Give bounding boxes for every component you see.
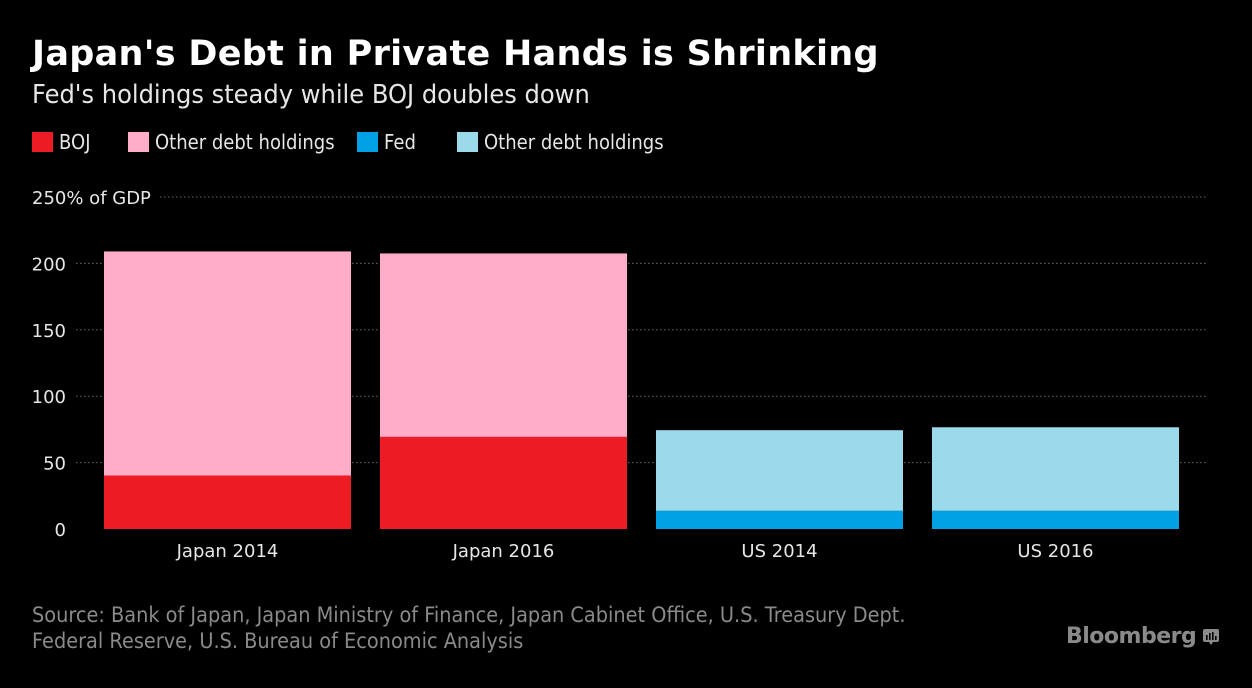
y-tick-label-100: 100 (32, 387, 66, 408)
legend-label-boj: BOJ (59, 130, 91, 154)
bar-japan-2016-boj (380, 436, 627, 529)
source-line-1: Source: Bank of Japan, Japan Ministry of… (32, 603, 906, 627)
legend-label-japan-other: Other debt holdings (155, 130, 335, 154)
x-tick-label: US 2016 (1017, 541, 1093, 562)
bar-us-2016-fed (932, 510, 1179, 529)
source-note: Source: Bank of Japan, Japan Ministry of… (32, 602, 906, 654)
bar-japan-2016-other-debt-holdings (380, 253, 627, 437)
chart-subtitle: Fed's holdings steady while BOJ doubles … (32, 80, 590, 110)
bar-us-2016-other-debt-holdings (932, 427, 1179, 511)
x-axis-labels: Japan 2014 Japan 2016 US 2014 US 2016 (176, 541, 1094, 562)
x-tick-label: US 2014 (741, 541, 817, 562)
legend-swatch-fed (356, 132, 378, 152)
legend-item-fed: Fed (356, 130, 419, 154)
legend-item-japan-other: Other debt holdings (128, 130, 355, 154)
legend-item-us-other: Other debt holdings (457, 130, 684, 154)
bar-us-2014-other-debt-holdings (656, 430, 903, 511)
y-axis-labels: 0 50 100 150 200 250% of GDP (32, 188, 151, 541)
source-line-2: Federal Reserve, U.S. Bureau of Economic… (32, 629, 524, 653)
y-tick-label-150: 150 (32, 321, 66, 342)
legend-label-us-other: Other debt holdings (484, 130, 664, 154)
bloomberg-chart-icon (1203, 629, 1219, 645)
legend-label-fed: Fed (383, 130, 416, 154)
legend-swatch-japan-other (128, 132, 150, 152)
legend-swatch-boj (32, 132, 53, 152)
x-tick-label: Japan 2016 (452, 541, 555, 562)
legend-swatch-us-other (457, 132, 478, 152)
chart-title: Japan's Debt in Private Hands is Shrinki… (32, 34, 879, 74)
y-tick-label-0: 0 (55, 520, 66, 541)
bloomberg-logo: Bloomberg (1066, 624, 1197, 649)
bar-us-2014-fed (656, 510, 903, 529)
legend: BOJ Other debt holdings Fed Other debt h… (32, 130, 704, 154)
x-tick-label: Japan 2014 (176, 541, 279, 562)
y-tick-label-50: 50 (43, 454, 66, 475)
y-tick-label-200: 200 (32, 254, 66, 275)
bars (104, 251, 1179, 529)
bar-japan-2014-boj (104, 475, 351, 529)
y-tick-label-250: 250% of GDP (32, 188, 151, 209)
legend-item-boj: BOJ (32, 130, 94, 154)
bar-japan-2014-other-debt-holdings (104, 251, 351, 476)
